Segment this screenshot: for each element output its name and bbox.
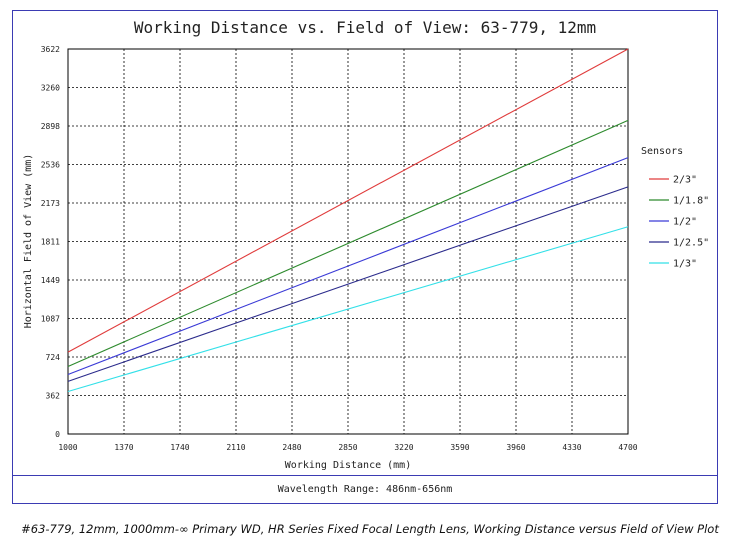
y-axis-label: Horizontal Field of View (mm) bbox=[23, 154, 34, 329]
y-tick-label: 2536 bbox=[41, 161, 60, 170]
series-line bbox=[67, 226, 629, 393]
legend-label: 1/2" bbox=[673, 217, 697, 228]
x-axis-label: Working Distance (mm) bbox=[285, 460, 411, 471]
series-line bbox=[67, 186, 629, 382]
chart-title: Working Distance vs. Field of View: 63-7… bbox=[134, 18, 596, 37]
y-tick-label: 1811 bbox=[41, 238, 60, 247]
x-tick-label: 1000 bbox=[58, 443, 77, 452]
y-tick-label: 2898 bbox=[41, 122, 60, 131]
chart-frame: Working Distance vs. Field of View: 63-7… bbox=[12, 10, 718, 504]
legend-label: 1/1.8" bbox=[673, 196, 709, 207]
legend: Sensors 2/3" 1/1.8" 1/2" 1/2.5" 1/3" bbox=[641, 146, 709, 270]
x-tick-label: 3220 bbox=[394, 443, 413, 452]
x-tick-label: 2480 bbox=[282, 443, 301, 452]
legend-label: 1/3" bbox=[673, 259, 697, 270]
y-tick-label: 2173 bbox=[41, 199, 60, 208]
series-lines bbox=[67, 48, 629, 393]
y-tick-label: 1087 bbox=[41, 315, 60, 324]
x-tick-label: 3590 bbox=[450, 443, 469, 452]
y-tick-label: 362 bbox=[46, 392, 61, 401]
series-line bbox=[67, 119, 629, 368]
legend-title: Sensors bbox=[641, 146, 683, 157]
wavelength-range-text: Wavelength Range: 486nm-656nm bbox=[277, 484, 453, 495]
figure-caption: #63-779, 12mm, 1000mm-∞ Primary WD, HR S… bbox=[21, 522, 719, 536]
x-tick-label: 2110 bbox=[226, 443, 245, 452]
series-line bbox=[67, 48, 629, 353]
legend-label: 2/3" bbox=[673, 175, 697, 186]
y-tick-label: 0 bbox=[55, 430, 60, 439]
y-tick-label: 3622 bbox=[41, 45, 60, 54]
y-tick-label: 1449 bbox=[41, 276, 60, 285]
x-tick-label: 4330 bbox=[562, 443, 581, 452]
x-tick-label: 3960 bbox=[506, 443, 525, 452]
legend-label: 1/2.5" bbox=[673, 238, 709, 249]
grid bbox=[68, 49, 628, 434]
x-tick-label: 4700 bbox=[618, 443, 637, 452]
wavelength-footer: Wavelength Range: 486nm-656nm bbox=[13, 475, 717, 503]
line-chart: Working Distance vs. Field of View: 63-7… bbox=[23, 18, 709, 471]
y-tick-label: 3260 bbox=[41, 84, 60, 93]
x-tick-label: 2850 bbox=[338, 443, 357, 452]
y-tick-label: 724 bbox=[46, 353, 61, 362]
x-tick-label: 1370 bbox=[114, 443, 133, 452]
tick-labels: 1000 1370 1740 2110 2480 2850 3220 3590 3960 4330… bbox=[41, 45, 638, 452]
x-tick-label: 1740 bbox=[170, 443, 189, 452]
series-line bbox=[67, 157, 629, 375]
